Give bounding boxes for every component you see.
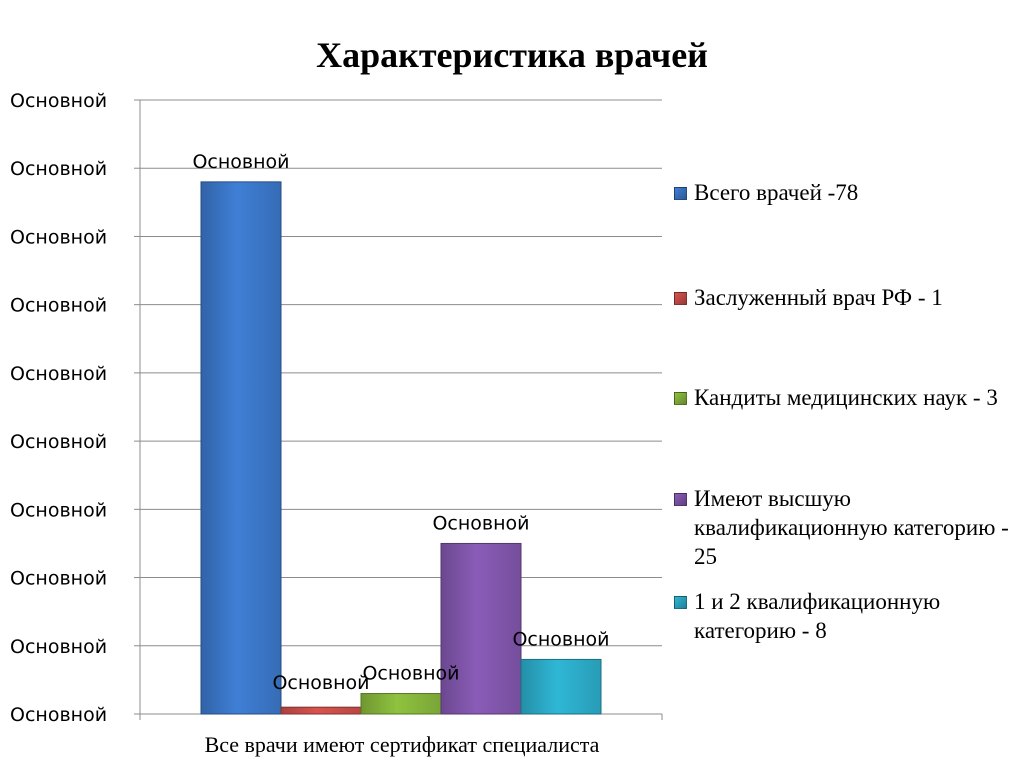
- y-tick-label: Основной: [10, 568, 107, 590]
- legend-swatch: [674, 493, 687, 506]
- y-tick-label: Основной: [10, 295, 107, 317]
- bar-series-5: [520, 658, 602, 715]
- legend-label: Имеют высшую квалификационную категорию …: [694, 486, 1009, 569]
- x-axis-category-label: Все врачи имеют сертификат специалиста: [205, 732, 600, 757]
- chart-title: Характеристика врачей: [316, 35, 708, 75]
- y-tick-label: Основной: [10, 226, 107, 248]
- legend-label: 1 и 2 квалификационную категорию - 8: [694, 589, 941, 643]
- y-axis-tick-labels: Основной Основной Основной Основной Основной…: [10, 90, 107, 726]
- bar-series-3: [360, 693, 442, 715]
- data-label-series-2: Основной: [272, 672, 369, 694]
- data-label-series-3: Основной: [362, 663, 459, 685]
- y-tick-label: Основной: [10, 363, 107, 385]
- legend-label: Заслуженный врач РФ - 1: [694, 285, 943, 310]
- legend-label: Всего врачей -78: [694, 180, 859, 205]
- legend-swatch: [674, 292, 687, 305]
- bars: [200, 181, 602, 715]
- bar-series-4: [440, 542, 522, 715]
- y-tick-label: Основной: [10, 431, 107, 453]
- bar-series-2: [280, 706, 362, 715]
- data-label-series-4: Основной: [432, 512, 529, 534]
- legend-item: Имеют высшую квалификационную категорию …: [674, 484, 1019, 571]
- legend-swatch: [674, 596, 687, 609]
- y-tick-label: Основной: [10, 704, 107, 726]
- data-label-series-1: Основной: [192, 151, 289, 173]
- y-tick-label: Основной: [10, 158, 107, 180]
- bar-series-1: [200, 181, 282, 715]
- legend-label: Кандиты медицинских наук - 3: [694, 385, 998, 410]
- y-tick-label: Основной: [10, 636, 107, 658]
- legend-item: Кандиты медицинских наук - 3: [674, 383, 1019, 412]
- legend-item: Всего врачей -78: [674, 178, 1019, 207]
- legend-item: 1 и 2 квалификационную категорию - 8: [674, 587, 1019, 645]
- legend-swatch: [674, 392, 687, 405]
- legend-swatch: [674, 187, 687, 200]
- y-tick-label: Основной: [10, 90, 107, 112]
- data-label-series-5: Основной: [512, 628, 609, 650]
- y-tick-label: Основной: [10, 499, 107, 521]
- legend-item: Заслуженный врач РФ - 1: [674, 283, 1019, 312]
